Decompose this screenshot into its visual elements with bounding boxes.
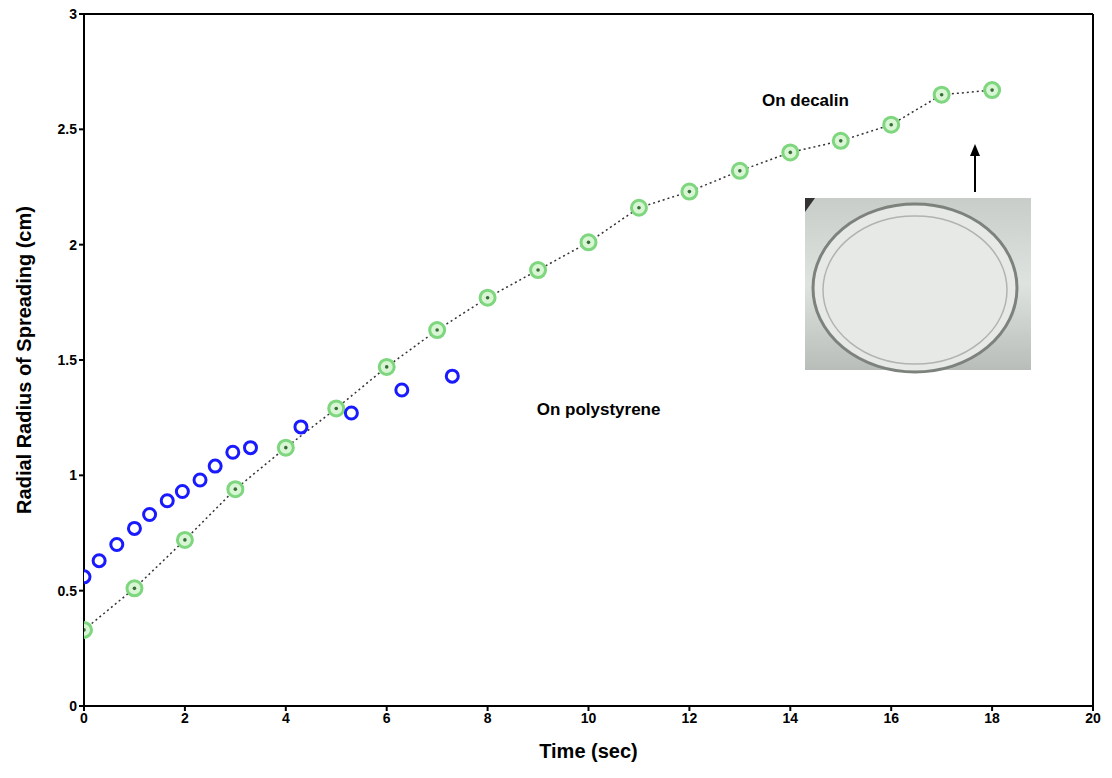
svg-text:18: 18 [984, 710, 1000, 726]
svg-text:16: 16 [883, 710, 899, 726]
svg-text:2: 2 [69, 237, 77, 253]
svg-text:4: 4 [282, 710, 290, 726]
svg-text:3: 3 [69, 6, 77, 22]
svg-text:14: 14 [783, 710, 799, 726]
svg-text:1: 1 [69, 467, 77, 483]
svg-text:0: 0 [80, 710, 88, 726]
svg-text:8: 8 [484, 710, 492, 726]
svg-text:Time (sec): Time (sec) [539, 740, 638, 762]
svg-text:On decalin: On decalin [762, 91, 849, 110]
svg-text:On polystyrene: On polystyrene [537, 400, 661, 419]
svg-text:6: 6 [383, 710, 391, 726]
svg-text:2.5: 2.5 [58, 121, 78, 137]
svg-text:20: 20 [1085, 710, 1101, 726]
svg-text:2: 2 [181, 710, 189, 726]
svg-text:0: 0 [69, 698, 77, 714]
svg-text:1.5: 1.5 [58, 352, 78, 368]
svg-text:12: 12 [682, 710, 698, 726]
svg-text:10: 10 [581, 710, 597, 726]
svg-text:0.5: 0.5 [58, 583, 78, 599]
svg-text:Radial Radius of Spreading (cm: Radial Radius of Spreading (cm) [13, 206, 35, 514]
